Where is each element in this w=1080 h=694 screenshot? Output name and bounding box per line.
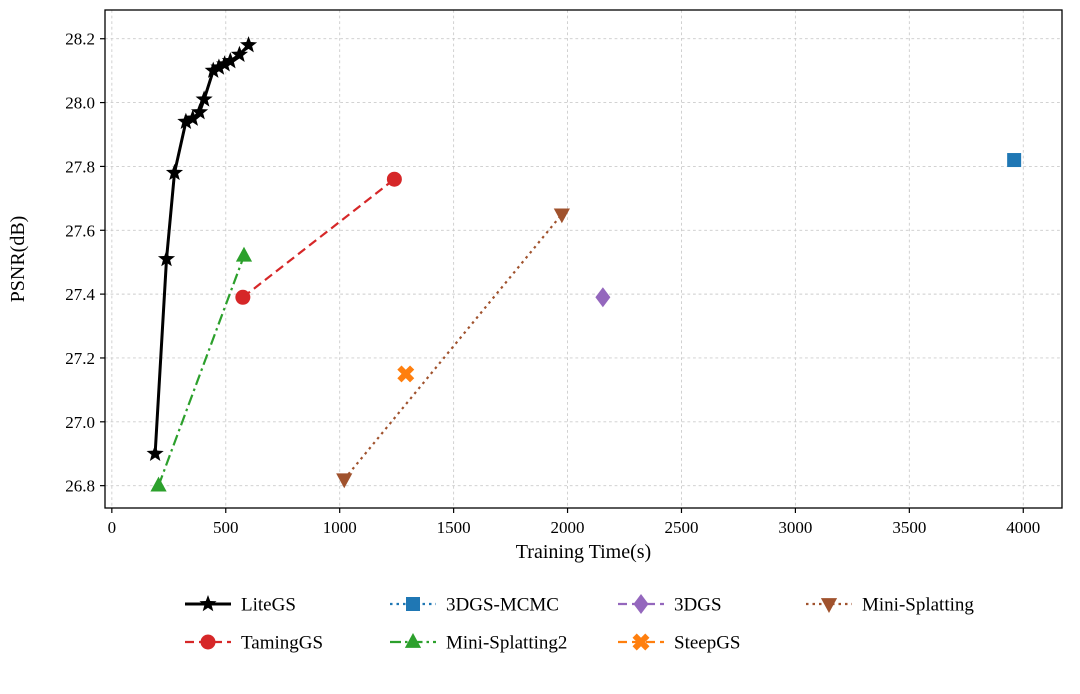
x-tick-label: 2500 — [664, 518, 698, 537]
series-3dgs — [595, 287, 611, 308]
star-marker — [157, 250, 176, 267]
x-filled-marker — [632, 633, 650, 651]
legend-item-3dgs-mcmc: 3DGS-MCMC — [390, 595, 559, 616]
star-marker — [216, 55, 234, 72]
diamond-marker — [595, 287, 611, 308]
series-line — [157, 255, 246, 487]
star-marker — [199, 595, 217, 612]
circle-marker — [235, 289, 251, 305]
triangle-up-marker — [404, 633, 422, 648]
triangle-down-marker — [553, 208, 570, 224]
series-line — [153, 44, 250, 454]
legend-label: Mini-Splatting — [862, 595, 974, 616]
triangle-down-marker — [336, 473, 353, 489]
grid — [105, 10, 1062, 508]
y-tick-label: 26.8 — [65, 477, 95, 496]
circle-marker — [386, 171, 402, 187]
x-axis-label: Training Time(s) — [516, 541, 651, 563]
star-marker — [230, 45, 248, 62]
series-steepgs — [397, 365, 415, 383]
star-marker — [146, 444, 164, 462]
legend-item-mini-splatting: Mini-Splatting — [806, 595, 974, 616]
series-mini-splatting2 — [150, 246, 253, 492]
legend-item-litegs: LiteGS — [185, 595, 296, 616]
triangle-down-marker — [820, 598, 838, 613]
series-mini-splatting — [336, 208, 570, 489]
y-axis-label: PSNR(dB) — [7, 216, 29, 303]
legend-item-taminggs: TamingGS — [185, 633, 323, 654]
star-marker — [204, 61, 222, 78]
series-line — [242, 178, 396, 299]
y-tick-label: 27.6 — [65, 221, 95, 240]
x-tick-label: 500 — [213, 518, 239, 537]
star-marker — [184, 109, 202, 126]
legend-item-steepgs: SteepGS — [618, 633, 741, 654]
triangle-up-marker — [235, 246, 253, 262]
star-marker — [195, 90, 213, 107]
legend-item-3dgs: 3DGS — [618, 594, 722, 616]
y-tick-label: 27.0 — [65, 413, 95, 432]
star-marker — [239, 36, 258, 53]
legend-label: Mini-Splatting2 — [446, 633, 567, 654]
x-filled-marker — [397, 365, 415, 383]
star-marker — [221, 52, 239, 69]
series-taminggs — [235, 171, 402, 305]
star-marker — [165, 163, 184, 181]
star-marker — [210, 58, 228, 75]
legend: LiteGS 3DGS-MCMC 3DGS Mini-Splatting TamingG… — [185, 594, 974, 654]
star-marker — [177, 112, 195, 130]
legend-label: LiteGS — [241, 595, 296, 616]
series-litegs — [146, 36, 258, 462]
triangle-up-marker — [150, 476, 167, 492]
star-marker — [191, 103, 209, 120]
series-3dgs-mcmc — [1007, 153, 1022, 168]
x-tick-label: 4000 — [1006, 518, 1040, 537]
diamond-marker — [633, 594, 649, 614]
square-marker — [1007, 153, 1022, 168]
x-axis: 0 500 1000 1500 2000 2500 3000 3500 4000 — [108, 508, 1040, 537]
legend-label: SteepGS — [674, 633, 741, 654]
x-tick-label: 1500 — [437, 518, 471, 537]
y-tick-label: 28.2 — [65, 30, 95, 49]
x-tick-label: 0 — [108, 518, 117, 537]
legend-item-mini-splatting2: Mini-Splatting2 — [390, 633, 567, 654]
y-axis: 26.8 27.0 27.2 27.4 27.6 27.8 28.0 28.2 — [65, 30, 105, 496]
x-tick-label: 1000 — [323, 518, 357, 537]
series-line — [343, 213, 563, 480]
y-tick-label: 27.8 — [65, 157, 95, 176]
circle-marker — [200, 634, 216, 650]
x-tick-label: 3000 — [778, 518, 812, 537]
plot-frame — [104, 9, 1063, 509]
legend-label: 3DGS-MCMC — [446, 595, 559, 616]
y-tick-label: 27.2 — [65, 349, 95, 368]
legend-label: 3DGS — [674, 595, 722, 616]
x-tick-label: 3500 — [892, 518, 926, 537]
x-tick-label: 2000 — [551, 518, 585, 537]
y-tick-label: 28.0 — [65, 94, 95, 113]
y-tick-label: 27.4 — [65, 285, 95, 304]
legend-label: TamingGS — [241, 633, 323, 654]
square-marker — [406, 597, 420, 611]
